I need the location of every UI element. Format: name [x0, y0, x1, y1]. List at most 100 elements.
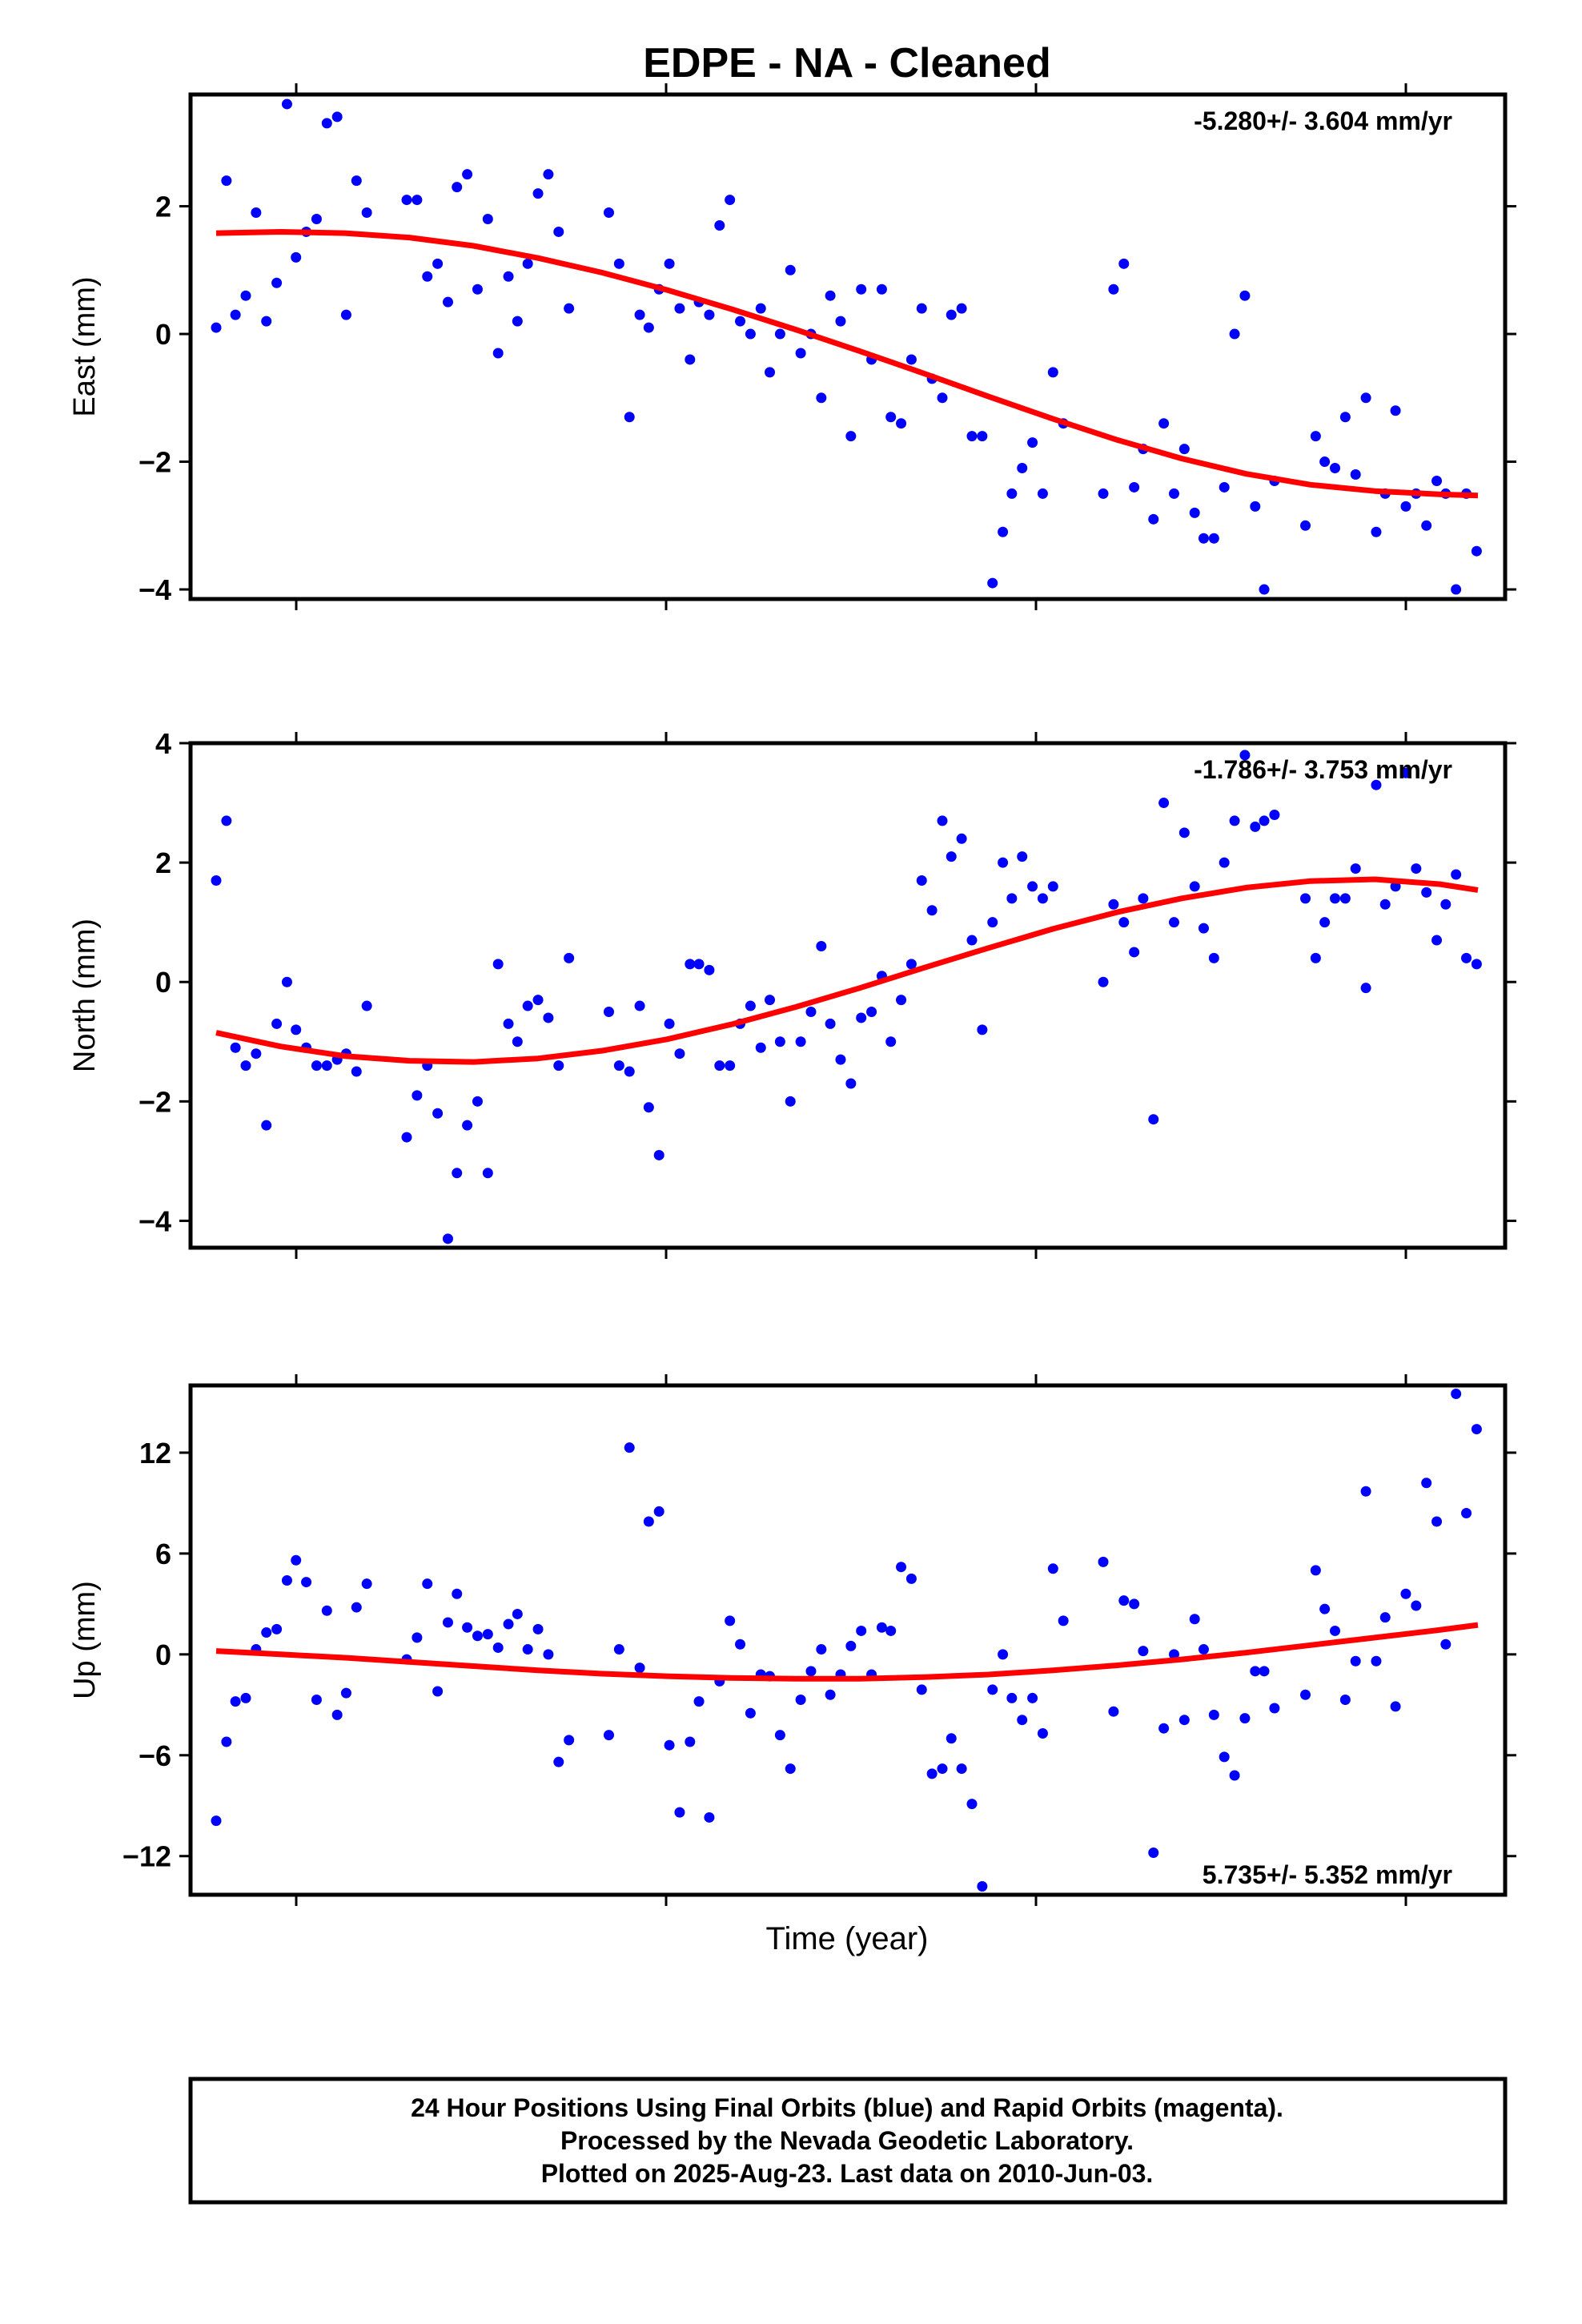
north-data-point [845, 1078, 857, 1089]
up-data-point [1189, 1614, 1200, 1625]
north-data-point [693, 959, 705, 970]
east-data-point [795, 348, 806, 359]
east-data-point [1371, 526, 1382, 537]
north-panel: 4 2 0 −2 −4 North (mm) -1.786+/- 3.753 mm/yr [68, 727, 1516, 1259]
north-data-point [1108, 899, 1119, 910]
east-data-point [1198, 533, 1209, 544]
up-frame [188, 1383, 1508, 1897]
up-data-point [281, 1574, 292, 1586]
east-data-point [1431, 475, 1443, 486]
north-data-point [1310, 952, 1321, 963]
east-data-point [774, 328, 785, 340]
up-data-point [905, 1573, 917, 1584]
up-data-point [1371, 1655, 1382, 1667]
up-data-point [1329, 1625, 1340, 1636]
up-data-point [492, 1642, 504, 1653]
up-fit-line [215, 1622, 1479, 1682]
east-data-point [704, 309, 715, 320]
north-ytick-label: 2 [155, 846, 171, 879]
north-fit-line [215, 876, 1479, 1065]
east-data-point [1250, 501, 1261, 512]
east-data-point [1017, 463, 1028, 474]
east-data-point [503, 271, 514, 282]
north-data-point [1138, 893, 1149, 904]
east-data-point [765, 367, 776, 378]
north-rate-text: -1.786+/- 3.753 mm/yr [1194, 755, 1452, 784]
east-rate-text: -5.280+/- 3.604 mm/yr [1194, 107, 1452, 135]
north-data-point [482, 1168, 493, 1179]
east-data-point [896, 418, 907, 429]
north-data-point [653, 1149, 665, 1160]
up-data-point [1148, 1848, 1159, 1859]
east-data-point [211, 322, 222, 333]
east-data-point [412, 195, 423, 206]
east-data-point [340, 309, 351, 320]
up-data-point [1017, 1715, 1028, 1726]
north-data-point [1229, 815, 1240, 826]
up-data-point [482, 1629, 493, 1640]
north-data-point [1168, 917, 1179, 928]
east-data-point [221, 175, 232, 187]
north-data-point [1250, 821, 1261, 832]
up-data-point [937, 1763, 948, 1775]
east-data-point [331, 111, 343, 123]
east-data-point [1451, 584, 1462, 595]
north-data-point [1319, 917, 1331, 928]
east-data-point [462, 169, 473, 180]
north-data-point [714, 1060, 725, 1072]
up-data-point [1158, 1723, 1170, 1734]
east-data-point [1471, 545, 1482, 557]
up-data-point [503, 1618, 514, 1630]
up-ytick-label: 12 [139, 1437, 171, 1470]
east-data-point [1047, 367, 1058, 378]
up-data-point [785, 1763, 796, 1775]
east-data-point [966, 431, 978, 442]
up-y-axis-label: Up (mm) [68, 1581, 102, 1699]
up-data-point [1027, 1692, 1038, 1703]
up-data-point [340, 1687, 351, 1699]
east-data-point [482, 214, 493, 225]
up-data-point [1259, 1666, 1270, 1677]
up-data-point [977, 1881, 988, 1892]
east-data-point [785, 264, 796, 275]
east-data-point [422, 271, 433, 282]
up-ytick-label: 6 [155, 1538, 171, 1570]
up-data-point [1219, 1751, 1230, 1763]
north-data-point [522, 1000, 533, 1011]
up-data-point [564, 1735, 575, 1746]
east-data-point [603, 207, 614, 219]
north-data-point [311, 1060, 322, 1072]
east-data-point [442, 296, 453, 308]
north-data-point [905, 959, 917, 970]
north-data-point [1461, 952, 1472, 963]
up-data-point [442, 1617, 453, 1628]
north-data-point [664, 1018, 675, 1029]
north-ytick-label: 4 [155, 727, 171, 760]
east-data-point [311, 214, 322, 225]
east-data-point [916, 303, 927, 314]
north-data-point [685, 959, 696, 970]
up-data-point [240, 1692, 251, 1703]
north-data-point [1269, 809, 1280, 820]
north-data-point [1440, 899, 1452, 910]
up-data-point [230, 1696, 241, 1707]
up-data-point [1129, 1598, 1140, 1610]
footer-box: 24 Hour Positions Using Final Orbits (bl… [188, 2077, 1508, 2205]
up-data-point [956, 1763, 967, 1775]
up-data-point [261, 1627, 272, 1638]
east-data-point [998, 526, 1009, 537]
north-data-point [321, 1060, 332, 1072]
east-data-point [401, 195, 412, 206]
north-data-point [785, 1096, 796, 1107]
east-data-point [816, 392, 827, 404]
up-data-point [1451, 1388, 1462, 1399]
up-data-point [1339, 1695, 1351, 1706]
up-data-point [745, 1707, 756, 1719]
north-data-point [1006, 893, 1018, 904]
north-data-point [281, 976, 292, 987]
up-data-point [512, 1608, 523, 1619]
north-data-point [1259, 815, 1270, 826]
north-data-point [774, 1036, 785, 1047]
east-data-point [1178, 444, 1190, 455]
